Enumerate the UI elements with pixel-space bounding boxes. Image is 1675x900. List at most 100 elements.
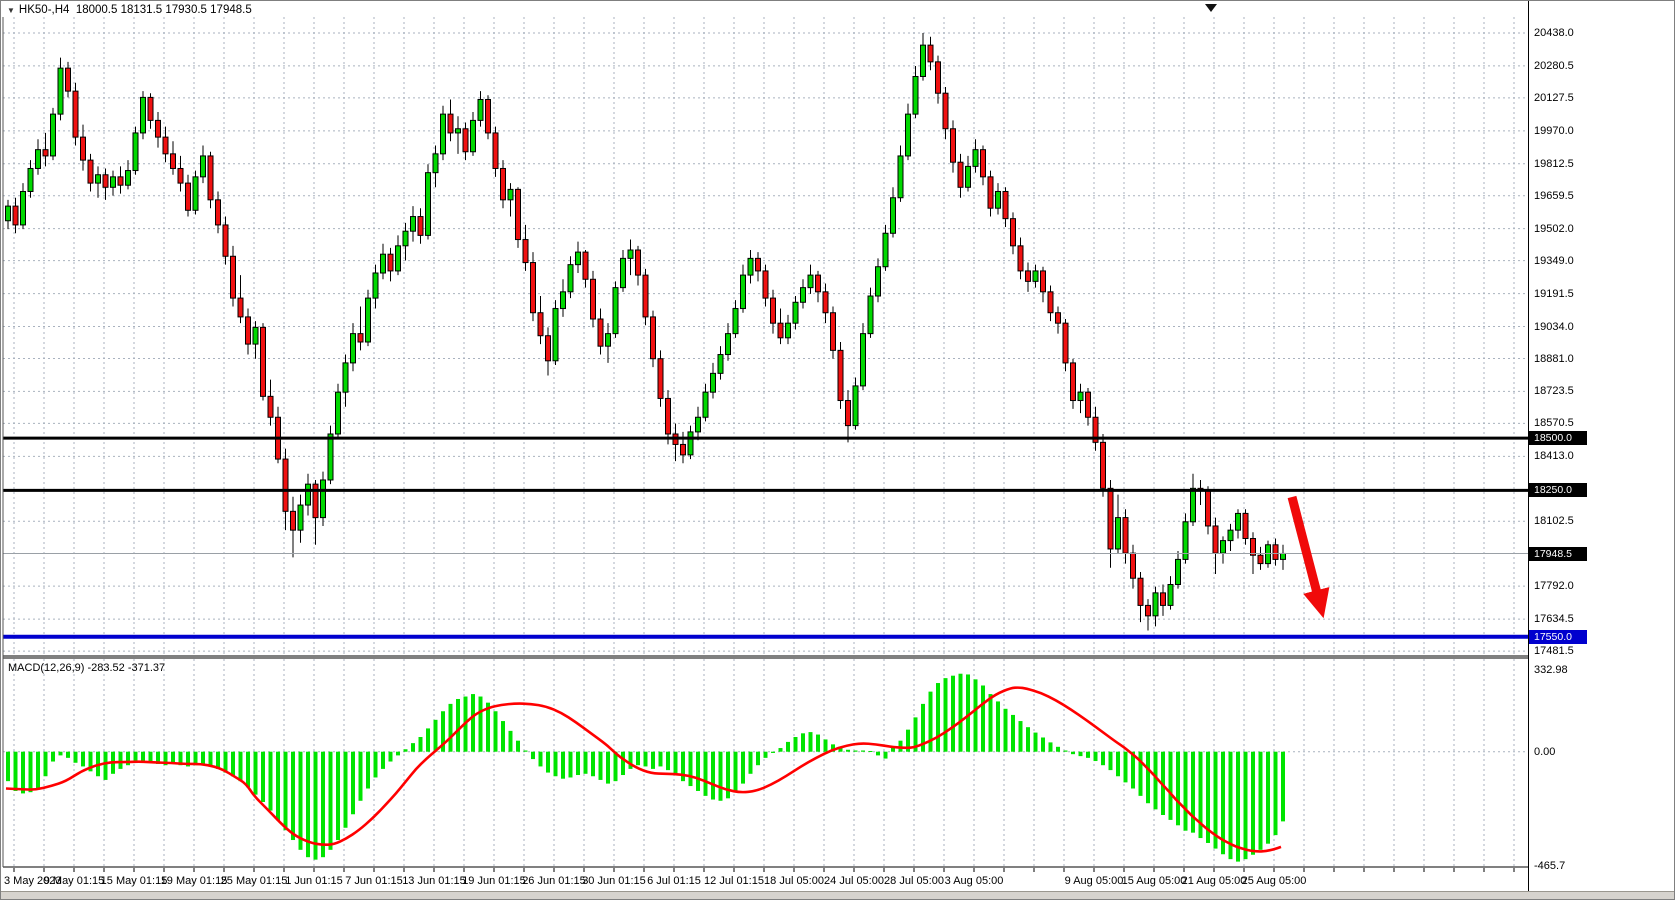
macd-histogram-bar: [658, 751, 663, 767]
candle-bullish: [27, 167, 34, 192]
candle-bearish: [822, 291, 829, 314]
candle-bullish: [440, 113, 446, 155]
macd-histogram-bar: [1153, 751, 1158, 810]
candle-bullish: [342, 362, 349, 393]
macd-histogram-bar: [786, 741, 790, 752]
time-axis-label: 28 Jul 05:00: [884, 875, 944, 887]
candle-bearish: [185, 182, 191, 211]
candle-bullish: [875, 266, 881, 297]
macd-histogram-bar: [808, 732, 813, 752]
candle-bullish: [852, 385, 859, 427]
candle-bearish: [1017, 245, 1024, 272]
macd-histogram-bar: [411, 743, 415, 752]
candle-bearish: [207, 155, 214, 201]
candle-bullish: [395, 245, 401, 272]
macd-histogram-bar: [1011, 714, 1015, 752]
candle-bullish: [1220, 540, 1226, 554]
macd-histogram-bar: [456, 698, 460, 752]
chart-shift-marker-icon[interactable]: [1205, 4, 1217, 12]
macd-histogram-bar: [486, 702, 490, 752]
macd-histogram-bar: [846, 749, 850, 752]
macd-histogram-bar: [643, 751, 648, 767]
macd-histogram-bar: [748, 751, 753, 774]
candle-bearish: [530, 262, 536, 314]
macd-histogram-bar: [741, 751, 745, 784]
candle-bearish: [1055, 312, 1061, 324]
candle-bearish: [42, 149, 49, 157]
candle-bullish: [1280, 552, 1286, 560]
macd-histogram-bar: [1168, 751, 1173, 820]
macd-histogram-bar: [418, 737, 423, 752]
candle-bearish: [1122, 517, 1129, 554]
macd-histogram-bar: [756, 751, 760, 766]
time-axis-label: 15 May 01:15: [100, 875, 168, 887]
macd-histogram-bar: [223, 751, 228, 773]
candle-bullish: [972, 149, 979, 167]
candle-bullish: [140, 96, 146, 134]
price-axis-label: 19191.5: [1534, 287, 1574, 300]
macd-main-value: -283.52: [87, 662, 125, 674]
macd-histogram-bar: [426, 728, 430, 752]
candle-bearish: [1047, 291, 1054, 314]
macd-histogram-bar: [238, 751, 243, 782]
macd-histogram-bar: [148, 751, 153, 763]
candle-bullish: [867, 295, 874, 335]
macd-histogram-bar: [838, 748, 843, 752]
macd-histogram-bar: [583, 751, 588, 774]
candle-bullish: [740, 274, 746, 310]
candle-bearish: [1025, 270, 1031, 282]
macd-histogram-bar: [1093, 751, 1098, 762]
macd-histogram-bar: [921, 703, 925, 752]
candle-bullish: [1032, 270, 1039, 282]
symbol-timeframe-label: HK50-,H4: [18, 4, 70, 16]
candle-bearish: [1062, 322, 1069, 364]
macd-histogram-bar: [88, 751, 93, 772]
macd-histogram-bar: [231, 751, 235, 777]
time-axis-label: 30 Jun 01:15: [582, 875, 646, 887]
macd-histogram-bar: [216, 751, 220, 769]
macd-histogram-bar: [778, 748, 783, 752]
price-axis-label: 19659.5: [1534, 189, 1574, 202]
time-axis-label: 7 Jun 01:15: [345, 875, 403, 887]
candle-bearish: [1085, 391, 1091, 418]
price-badge-18500.0: 18500.0: [1529, 431, 1587, 446]
macd-histogram-bar: [793, 737, 798, 752]
macd-histogram-bar: [1258, 751, 1263, 850]
candle-bearish: [72, 90, 79, 138]
macd-histogram-bar: [1206, 751, 1210, 843]
macd-histogram-bar: [681, 751, 685, 782]
symbol-dropdown-icon[interactable]: ▼: [7, 6, 15, 15]
macd-histogram-bar: [831, 744, 835, 752]
candle-bullish: [402, 230, 409, 247]
candle-bullish: [425, 172, 431, 236]
candle-bullish: [1115, 517, 1121, 550]
candle-bullish: [1167, 584, 1174, 606]
time-axis-label: 25 Aug 05:00: [1241, 875, 1307, 887]
macd-axis-label-min: -465.7: [1534, 859, 1566, 872]
candle-bullish: [297, 504, 304, 531]
macd-histogram-bar: [178, 751, 183, 766]
macd-histogram-bar: [853, 750, 858, 752]
macd-histogram-bar: [861, 750, 865, 752]
candle-bearish: [12, 205, 19, 226]
candle-bullish: [897, 155, 904, 199]
macd-histogram-bar: [891, 746, 895, 752]
candle-bearish: [485, 98, 491, 134]
candle-bearish: [117, 176, 124, 186]
candle-bullish: [620, 257, 626, 289]
candle-bearish: [762, 270, 769, 299]
price-axis[interactable]: [1528, 1, 1674, 891]
price-axis-label: 17634.5: [1534, 613, 1574, 626]
time-axis-label: 12 Jul 01:15: [704, 875, 764, 887]
macd-histogram-bar: [1176, 751, 1180, 826]
macd-histogram-bar: [1243, 751, 1248, 860]
macd-histogram-bar: [883, 751, 888, 759]
candle-bearish: [1100, 441, 1106, 489]
macd-histogram-bar: [1108, 751, 1113, 771]
candle-bullish: [1265, 544, 1271, 565]
macd-histogram-bar: [261, 751, 265, 802]
macd-histogram-bar: [448, 703, 453, 752]
macd-histogram-bar: [1056, 746, 1060, 752]
candle-bearish: [1137, 577, 1144, 606]
